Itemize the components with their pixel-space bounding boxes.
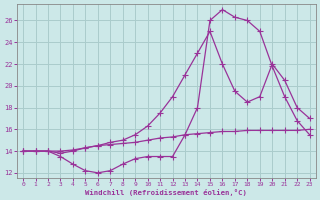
X-axis label: Windchill (Refroidissement éolien,°C): Windchill (Refroidissement éolien,°C): [85, 189, 247, 196]
